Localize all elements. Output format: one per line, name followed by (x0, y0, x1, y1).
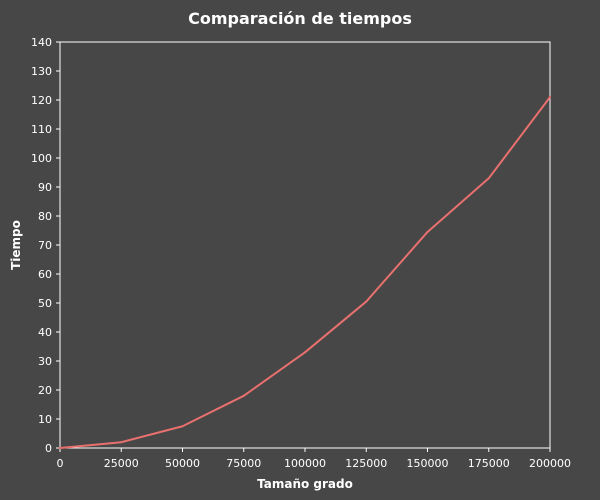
data-point (365, 300, 368, 303)
y-tick-label: 40 (38, 326, 52, 339)
x-tick-label: 50000 (165, 457, 200, 470)
x-tick-label: 125000 (345, 457, 387, 470)
y-tick-label: 120 (31, 94, 52, 107)
y-tick-label: 60 (38, 268, 52, 281)
chart-title: Comparación de tiempos (188, 9, 412, 28)
y-tick-label: 70 (38, 239, 52, 252)
series-points (59, 96, 551, 449)
y-tick-label: 90 (38, 181, 52, 194)
x-tick-label: 175000 (468, 457, 510, 470)
x-tick-label: 75000 (226, 457, 261, 470)
y-tick-label: 130 (31, 65, 52, 78)
data-point (487, 177, 490, 180)
y-tick-label: 140 (31, 36, 52, 49)
y-tick-label: 80 (38, 210, 52, 223)
data-point (426, 230, 429, 233)
data-point (120, 441, 123, 444)
x-tick-label: 200000 (529, 457, 571, 470)
y-tick-label: 20 (38, 384, 52, 397)
y-tick-label: 50 (38, 297, 52, 310)
y-tick-label: 30 (38, 355, 52, 368)
data-point (549, 96, 551, 99)
data-point (59, 447, 61, 449)
y-axis-ticks: 0 10 20 30 40 50 60 70 80 90 100 110 120 130 140 (31, 36, 60, 455)
data-point (242, 394, 245, 397)
x-tick-label: 100000 (284, 457, 326, 470)
x-tick-label: 150000 (407, 457, 449, 470)
data-point (304, 351, 306, 354)
x-tick-label: 25000 (104, 457, 139, 470)
x-axis-title: Tamaño grado (257, 477, 353, 491)
y-tick-label: 0 (45, 442, 52, 455)
y-tick-label: 100 (31, 152, 52, 165)
y-tick-label: 10 (38, 413, 52, 426)
data-point (181, 425, 184, 428)
y-tick-label: 110 (31, 123, 52, 136)
x-axis-ticks: 0 25000 50000 75000 100000 125000 150000 175000… (57, 448, 571, 470)
x-tick-label: 0 (57, 457, 64, 470)
y-axis-title: Tiempo (9, 220, 23, 270)
